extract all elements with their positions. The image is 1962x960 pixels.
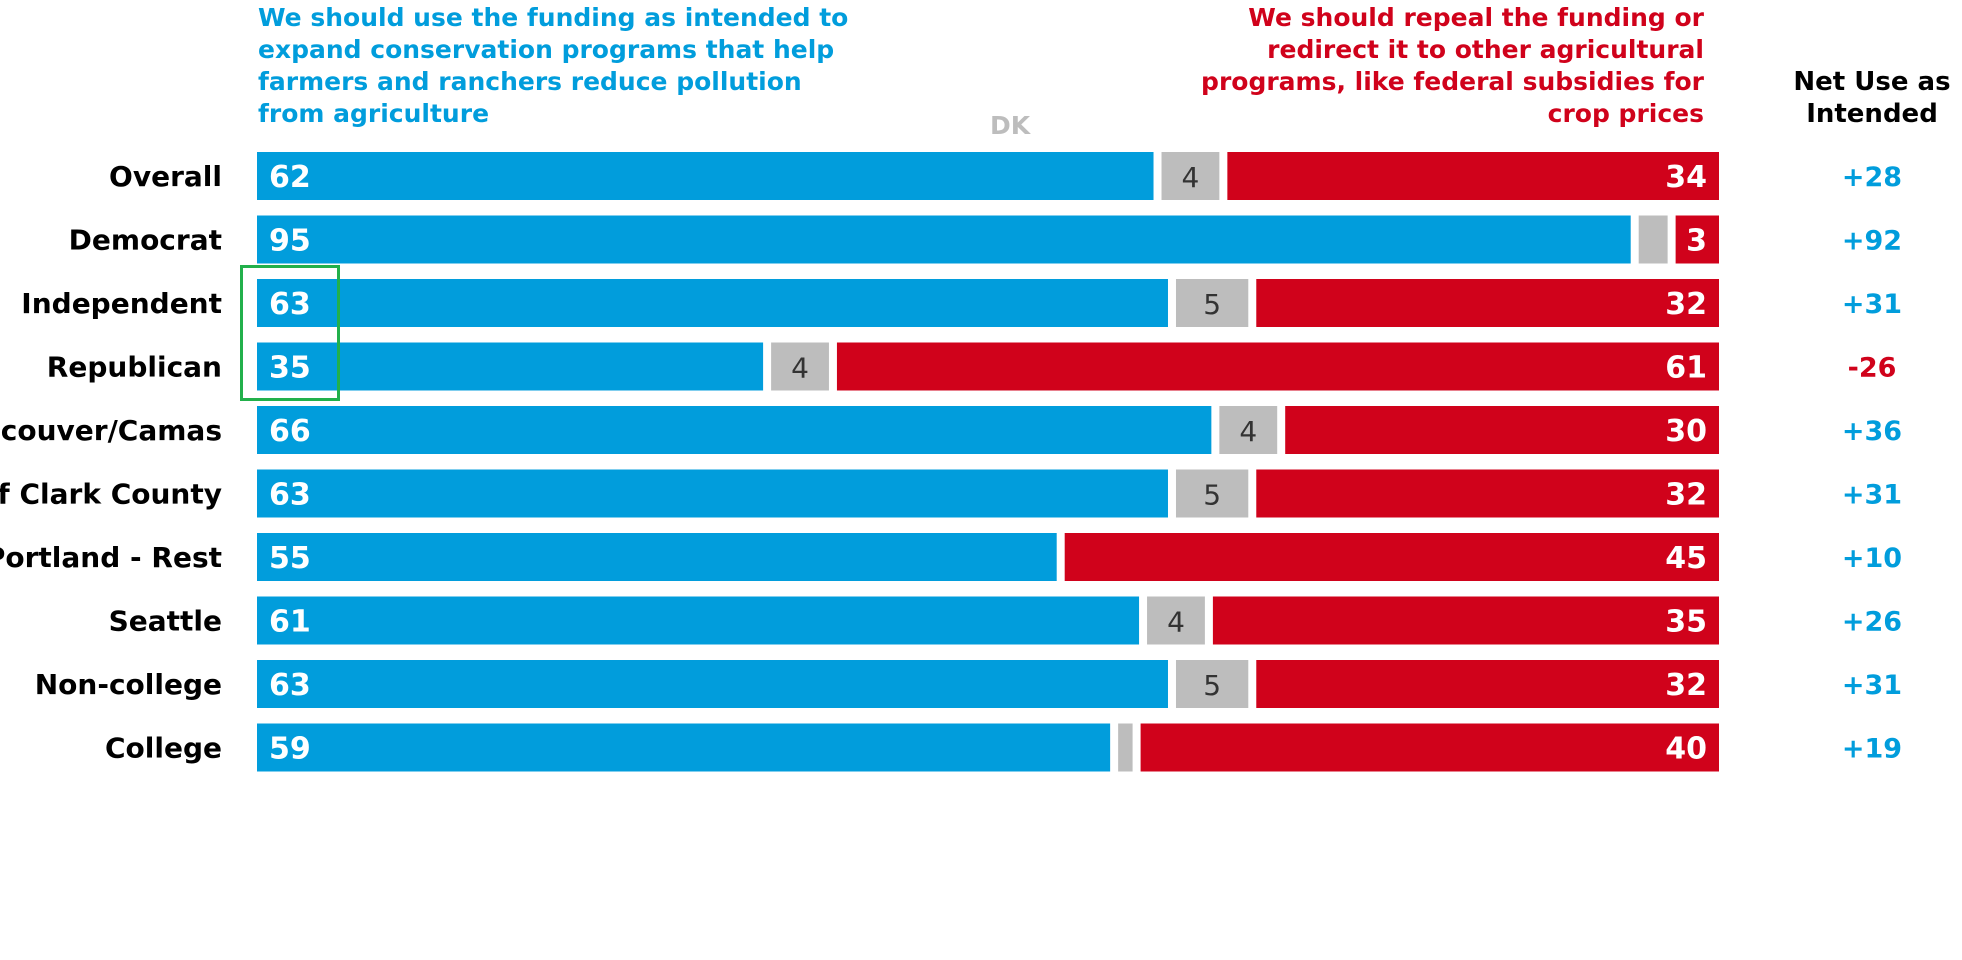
bar-use-democrat — [257, 215, 1631, 264]
bar-repeal-democrat — [1675, 215, 1719, 264]
bar-dk-independent — [1175, 279, 1249, 327]
net-value-seattle: +26 — [1842, 607, 1902, 638]
value-dk-republican: 4 — [791, 352, 809, 385]
net-value-vancouver-camas: +36 — [1842, 416, 1902, 447]
value-use-democrat: 95 — [269, 224, 311, 259]
row-label-independent: Independent — [21, 287, 222, 320]
row-label-republican: Republican — [47, 351, 222, 384]
row-label-seattle: Seattle — [109, 605, 222, 638]
value-repeal-college: 40 — [1665, 732, 1707, 767]
bar-use-vancouver-camas — [257, 406, 1212, 454]
bar-use-rest-of-clark-county — [257, 469, 1168, 518]
value-use-rest-of-clark-county: 63 — [269, 478, 311, 513]
value-repeal-republican: 61 — [1665, 351, 1707, 386]
value-use-college: 59 — [269, 732, 311, 767]
row-label-college: College — [105, 732, 222, 765]
bar-use-seattle — [257, 596, 1140, 645]
left-option-header: We should use the funding as intended to… — [258, 3, 849, 128]
value-dk-overall: 4 — [1182, 161, 1200, 194]
value-use-republican: 35 — [269, 351, 311, 386]
net-header: Net Use as Intended — [1793, 67, 1951, 129]
row-label-rest-of-clark-county: Rest of Clark County — [0, 478, 222, 511]
highlight-box — [240, 265, 340, 401]
bar-repeal-college — [1140, 723, 1719, 772]
value-dk-independent: 5 — [1203, 288, 1221, 321]
row-label-overall: Overall — [109, 160, 222, 193]
row-label-democrat: Democrat — [69, 224, 222, 257]
bar-repeal-seattle — [1212, 596, 1719, 645]
net-value-portland-rest: +10 — [1842, 543, 1902, 574]
value-repeal-portland-rest: 45 — [1665, 541, 1707, 576]
value-repeal-independent: 32 — [1665, 287, 1707, 322]
value-dk-non-college: 5 — [1203, 669, 1221, 702]
value-use-independent: 63 — [269, 287, 311, 322]
row-label-non-college: Non-college — [35, 668, 222, 701]
value-use-vancouver-camas: 66 — [269, 414, 311, 449]
bar-dk-non-college — [1175, 660, 1249, 708]
net-value-independent: +31 — [1842, 289, 1902, 320]
bar-dk-seattle — [1147, 596, 1205, 645]
net-value-overall: +28 — [1842, 162, 1902, 193]
value-repeal-non-college: 32 — [1665, 668, 1707, 703]
bar-repeal-portland-rest — [1064, 533, 1719, 581]
net-value-democrat: +92 — [1842, 226, 1902, 257]
row-label-portland-rest: Portland - Rest — [0, 541, 222, 574]
bar-repeal-overall — [1227, 152, 1719, 200]
value-use-seattle: 61 — [269, 605, 311, 640]
value-repeal-democrat: 3 — [1686, 224, 1707, 259]
value-repeal-overall: 34 — [1665, 160, 1707, 195]
bar-repeal-rest-of-clark-county — [1256, 469, 1719, 518]
bar-repeal-vancouver-camas — [1285, 406, 1719, 454]
bar-use-overall — [257, 152, 1154, 200]
bar-dk-vancouver-camas — [1219, 406, 1278, 454]
row-label-vancouver-camas: Vancouver/Camas — [0, 414, 222, 447]
value-dk-rest-of-clark-county: 5 — [1203, 479, 1221, 512]
net-value-rest-of-clark-county: +31 — [1842, 480, 1902, 511]
bar-repeal-republican — [836, 342, 1719, 391]
bar-dk-democrat — [1638, 215, 1668, 264]
right-option-header: We should repeal the funding or redirect… — [1201, 3, 1704, 128]
value-dk-vancouver-camas: 4 — [1239, 415, 1257, 448]
bar-use-non-college — [257, 660, 1168, 708]
bar-dk-republican — [771, 342, 829, 391]
value-use-portland-rest: 55 — [269, 541, 311, 576]
bar-dk-overall — [1161, 152, 1220, 200]
bar-use-college — [257, 723, 1111, 772]
value-repeal-vancouver-camas: 30 — [1665, 414, 1707, 449]
net-value-college: +19 — [1842, 734, 1902, 765]
bar-use-independent — [257, 279, 1168, 327]
bar-dk-college — [1118, 723, 1133, 772]
bar-repeal-independent — [1256, 279, 1719, 327]
dk-header: DK — [989, 111, 1031, 140]
value-use-overall: 62 — [269, 160, 311, 195]
net-value-republican: -26 — [1848, 353, 1897, 384]
value-repeal-seattle: 35 — [1665, 605, 1707, 640]
value-repeal-rest-of-clark-county: 32 — [1665, 478, 1707, 513]
value-dk-seattle: 4 — [1167, 606, 1185, 639]
bar-use-portland-rest — [257, 533, 1057, 581]
bar-dk-rest-of-clark-county — [1175, 469, 1249, 518]
bar-use-republican — [257, 342, 764, 391]
bar-repeal-non-college — [1256, 660, 1719, 708]
value-use-non-college: 63 — [269, 668, 311, 703]
net-value-non-college: +31 — [1842, 670, 1902, 701]
